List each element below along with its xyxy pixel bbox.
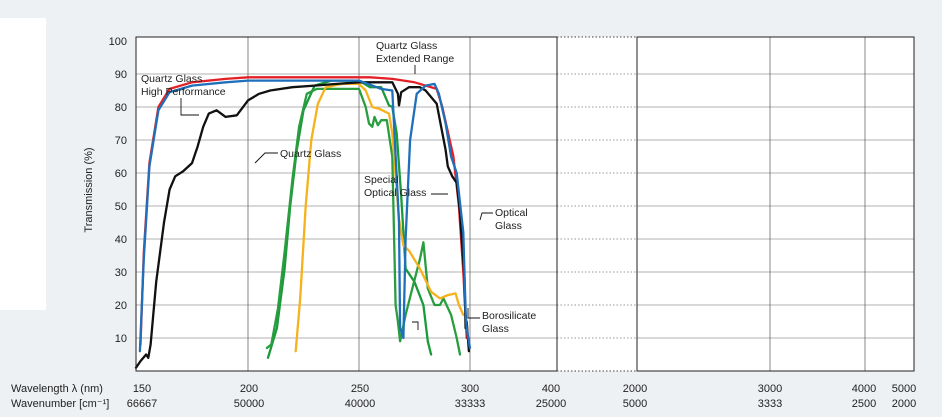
annotation-quartz-extended-line2: Extended Range bbox=[376, 53, 454, 65]
x-tick-wavenumber: 2000 bbox=[892, 398, 916, 410]
x-tick-wavenumber: 25000 bbox=[536, 398, 567, 410]
plot-frame-left bbox=[135, 36, 558, 372]
annotation-special-line2: Optical Glass bbox=[364, 187, 426, 199]
x-tick-labels: 150 66667 200 50000 250 40000 300 33333 400 25000… bbox=[127, 383, 917, 410]
annotation-quartz-hp-line2: High Performance bbox=[141, 86, 226, 98]
y-tick-label: 20 bbox=[115, 300, 127, 312]
annotation-quartz-hp-line1: Quartz Glass bbox=[141, 73, 202, 85]
ylabel: Transmission (%) bbox=[83, 147, 95, 232]
annotation-leader bbox=[180, 98, 199, 116]
y-tick-label: 10 bbox=[115, 333, 127, 345]
annotation-borosilicate-line1: Borosilicate bbox=[482, 310, 536, 322]
annotation-special-line1: Special bbox=[364, 174, 398, 186]
annotation-quartz-extended-line1: Quartz Glass bbox=[376, 40, 437, 52]
x-tick-wavenumber: 40000 bbox=[345, 398, 376, 410]
y-tick-label: 80 bbox=[115, 102, 127, 114]
x-tick-wavenumber: 66667 bbox=[127, 398, 158, 410]
wavelength-axis-label: Wavelength λ (nm) bbox=[11, 383, 103, 395]
y-tick-label: 60 bbox=[115, 168, 127, 180]
x-tick-wavelength: 2000 bbox=[623, 383, 647, 395]
x-tick-wavelength: 3000 bbox=[758, 383, 782, 395]
y-tick-label: 40 bbox=[115, 234, 127, 246]
annotation-leader bbox=[467, 308, 480, 319]
plot-frame-right bbox=[636, 36, 915, 372]
y-tick-label: 100 bbox=[109, 36, 127, 48]
annotation-quartz-glass: Quartz Glass bbox=[280, 148, 341, 160]
annotation-leader bbox=[254, 152, 278, 164]
series-borosilicate-glass bbox=[265, 87, 462, 356]
plot-frame bbox=[135, 36, 915, 372]
series-optical-glass bbox=[294, 82, 465, 353]
x-tick-wavelength: 400 bbox=[542, 383, 560, 395]
y-tick-label: 50 bbox=[115, 201, 127, 213]
series-quartz-high-performance bbox=[138, 79, 472, 353]
annotation-optical-line1: Optical bbox=[495, 207, 528, 219]
side-panel bbox=[0, 18, 46, 310]
annotation-leader bbox=[412, 321, 419, 330]
y-tick-labels: 10 20 30 40 50 60 70 80 90 100 bbox=[109, 36, 127, 345]
annotation-leader bbox=[479, 212, 493, 221]
annotation-optical-line2: Glass bbox=[495, 220, 522, 232]
annotation-leaders bbox=[180, 65, 493, 330]
series-quartz-glass bbox=[134, 81, 471, 369]
wavenumber-axis-label: Wavenumber [cm⁻¹] bbox=[11, 398, 109, 410]
y-tick-label: 90 bbox=[115, 69, 127, 81]
x-tick-wavelength: 4000 bbox=[852, 383, 876, 395]
series-quartz-extended-range bbox=[139, 76, 468, 346]
grid-lines bbox=[136, 37, 914, 371]
x-tick-wavelength: 5000 bbox=[892, 383, 916, 395]
x-tick-wavelength: 300 bbox=[461, 383, 479, 395]
x-tick-wavelength: 200 bbox=[240, 383, 258, 395]
x-tick-wavenumber: 33333 bbox=[455, 398, 486, 410]
y-tick-label: 30 bbox=[115, 267, 127, 279]
x-tick-wavenumber: 50000 bbox=[234, 398, 265, 410]
y-tick-label: 70 bbox=[115, 135, 127, 147]
annotation-borosilicate-line2: Glass bbox=[482, 323, 509, 335]
x-tick-wavenumber: 3333 bbox=[758, 398, 782, 410]
x-tick-wavenumber: 2500 bbox=[852, 398, 876, 410]
x-tick-wavenumber: 5000 bbox=[623, 398, 647, 410]
data-series bbox=[134, 76, 472, 369]
x-tick-wavelength: 250 bbox=[351, 383, 369, 395]
x-tick-wavelength: 150 bbox=[133, 383, 151, 395]
